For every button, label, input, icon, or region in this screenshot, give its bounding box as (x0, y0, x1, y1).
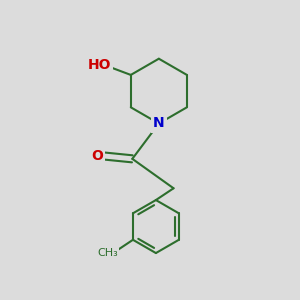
Text: O: O (91, 149, 103, 163)
Text: HO: HO (88, 58, 112, 72)
Text: N: N (153, 116, 165, 130)
Text: CH₃: CH₃ (98, 248, 118, 258)
